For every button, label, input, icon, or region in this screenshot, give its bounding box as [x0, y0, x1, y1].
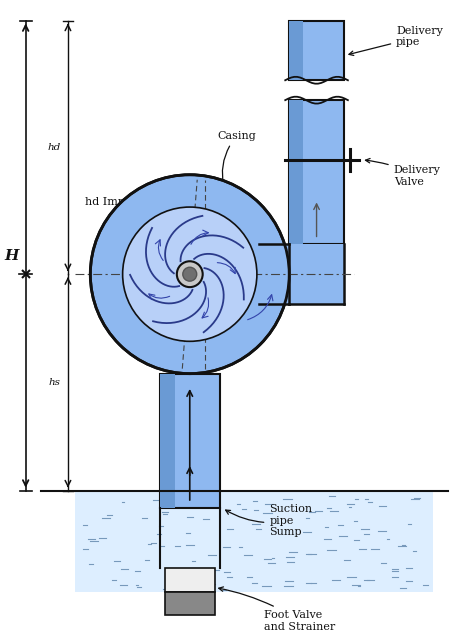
Circle shape	[177, 261, 203, 287]
Text: hd Impeller: hd Impeller	[85, 197, 151, 243]
Bar	[160, 373, 175, 508]
Text: Delivery
pipe: Delivery pipe	[349, 26, 443, 56]
Text: hs: hs	[48, 378, 60, 387]
Bar	[75, 491, 433, 592]
Bar	[289, 21, 303, 80]
Bar	[259, 244, 289, 304]
Text: Foot Valve
and Strainer: Foot Valve and Strainer	[219, 587, 336, 632]
Text: eye of
pump: eye of pump	[125, 300, 191, 346]
Bar	[289, 244, 344, 304]
Text: Casing: Casing	[217, 131, 256, 185]
Circle shape	[123, 207, 257, 341]
Bar	[165, 568, 215, 592]
Text: Suction
pipe
Sump: Suction pipe Sump	[226, 504, 312, 537]
Text: H: H	[5, 249, 19, 263]
Bar	[289, 100, 344, 244]
Bar	[289, 21, 344, 80]
Bar	[289, 100, 303, 244]
Circle shape	[183, 267, 197, 281]
Text: Delivery
Valve: Delivery Valve	[365, 158, 440, 187]
Bar	[160, 373, 219, 508]
Circle shape	[91, 175, 289, 373]
Text: hd: hd	[47, 143, 61, 152]
Bar	[165, 592, 215, 615]
